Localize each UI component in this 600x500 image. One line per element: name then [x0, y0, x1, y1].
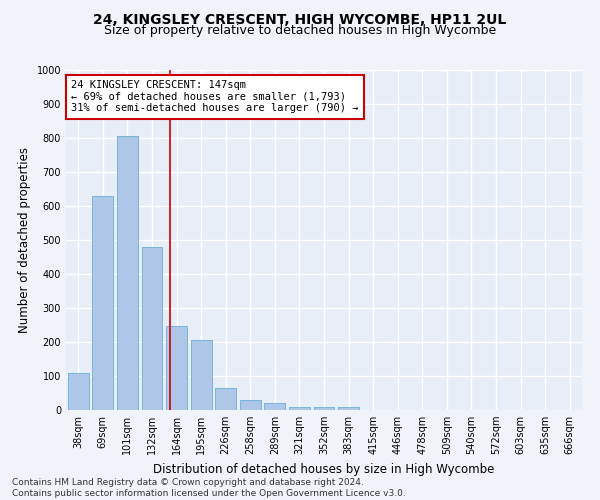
Bar	[289, 406, 310, 410]
Text: Size of property relative to detached houses in High Wycombe: Size of property relative to detached ho…	[104, 24, 496, 37]
Bar	[265, 403, 286, 410]
Text: Contains HM Land Registry data © Crown copyright and database right 2024.
Contai: Contains HM Land Registry data © Crown c…	[12, 478, 406, 498]
Bar	[166, 326, 187, 410]
Bar	[92, 196, 113, 410]
Bar	[240, 400, 261, 410]
Bar	[117, 136, 138, 410]
Bar	[142, 247, 163, 410]
Y-axis label: Number of detached properties: Number of detached properties	[18, 147, 31, 333]
Bar	[191, 340, 212, 410]
Text: 24, KINGSLEY CRESCENT, HIGH WYCOMBE, HP11 2UL: 24, KINGSLEY CRESCENT, HIGH WYCOMBE, HP1…	[94, 12, 506, 26]
Text: 24 KINGSLEY CRESCENT: 147sqm
← 69% of detached houses are smaller (1,793)
31% of: 24 KINGSLEY CRESCENT: 147sqm ← 69% of de…	[71, 80, 359, 114]
Bar	[215, 388, 236, 410]
Bar	[314, 408, 334, 410]
X-axis label: Distribution of detached houses by size in High Wycombe: Distribution of detached houses by size …	[154, 462, 494, 475]
Bar	[68, 372, 89, 410]
Bar	[338, 406, 359, 410]
